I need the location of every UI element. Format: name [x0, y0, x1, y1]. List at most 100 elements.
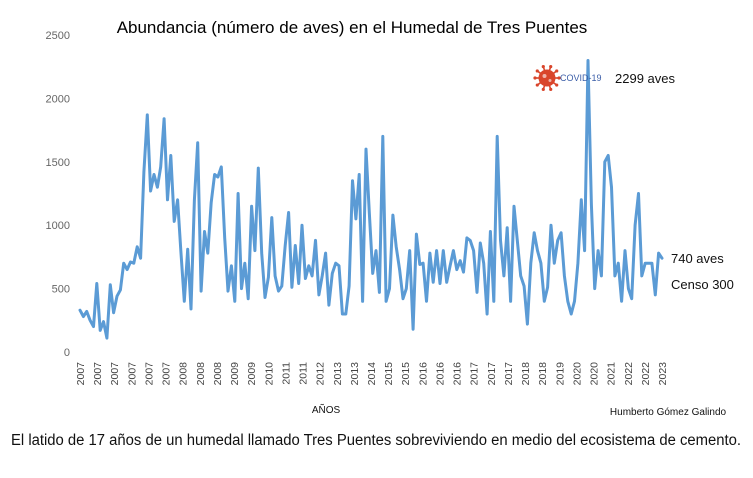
data-point — [152, 173, 156, 176]
data-point — [553, 262, 556, 265]
data-point — [543, 300, 546, 303]
data-point — [613, 274, 617, 278]
data-point — [475, 291, 479, 294]
data-point — [462, 270, 465, 274]
data-point — [472, 249, 475, 252]
data-point — [607, 154, 610, 157]
x-tick-label: 2009 — [229, 362, 241, 386]
data-point — [159, 165, 162, 169]
data-point — [260, 251, 263, 255]
data-point — [109, 283, 112, 286]
x-tick-label: 2014 — [366, 362, 378, 386]
data-point — [317, 293, 321, 297]
data-point — [395, 245, 398, 248]
series-line — [78, 59, 664, 340]
data-point — [590, 203, 593, 207]
data-point — [496, 135, 499, 138]
data-point — [428, 251, 432, 255]
data-point — [418, 263, 421, 266]
series-points — [78, 59, 664, 340]
x-tick-label: 2007 — [109, 362, 121, 386]
data-point — [378, 291, 381, 294]
data-point — [623, 249, 627, 252]
x-tick-label: 2017 — [486, 362, 498, 386]
data-point — [344, 312, 347, 316]
data-point — [644, 262, 647, 265]
data-point — [361, 300, 364, 303]
y-tick-label: 1500 — [46, 157, 70, 169]
data-point — [573, 300, 576, 303]
data-point — [324, 251, 327, 255]
data-point — [539, 262, 543, 265]
data-point — [617, 262, 620, 265]
x-tick-label: 2015 — [400, 362, 412, 386]
censo-annotation: Censo 300 — [671, 277, 734, 292]
data-point — [331, 272, 334, 275]
data-point — [162, 117, 166, 120]
x-tick-label: 2018 — [520, 362, 532, 386]
data-point — [85, 310, 88, 313]
y-tick-label: 2000 — [46, 93, 70, 105]
covid-annotation: COVID-19 — [533, 64, 602, 92]
data-point — [502, 274, 506, 278]
data-point — [310, 274, 314, 278]
data-point — [522, 284, 526, 288]
x-tick-label: 2007 — [126, 362, 138, 386]
x-tick-label: 2008 — [178, 362, 190, 386]
data-point — [257, 166, 260, 170]
data-point — [297, 282, 300, 285]
data-point — [596, 249, 600, 252]
data-point — [250, 205, 253, 208]
data-point — [287, 211, 290, 214]
x-tick-label: 2017 — [503, 362, 515, 386]
data-point — [593, 287, 596, 290]
data-point — [459, 259, 462, 262]
data-point — [492, 300, 495, 303]
data-point — [415, 232, 418, 236]
data-point — [337, 264, 341, 267]
data-point — [186, 248, 189, 251]
x-axis-label: AÑOS — [312, 403, 341, 416]
data-point — [253, 249, 257, 252]
data-point — [327, 303, 331, 307]
data-point — [546, 286, 549, 289]
data-point — [384, 300, 388, 303]
data-point — [304, 277, 307, 280]
data-point — [630, 297, 633, 300]
data-point — [173, 220, 176, 223]
data-point — [290, 286, 294, 289]
data-point — [401, 297, 405, 300]
data-point — [529, 262, 532, 265]
data-point — [149, 189, 152, 193]
data-point — [374, 249, 378, 252]
x-tick-label: 2018 — [537, 362, 549, 386]
data-point — [566, 300, 569, 303]
data-point — [169, 154, 172, 157]
data-point — [132, 262, 135, 265]
data-point — [364, 147, 368, 151]
data-point — [583, 249, 586, 252]
x-tick-label: 2011 — [298, 362, 310, 385]
data-point — [334, 262, 337, 265]
data-point — [156, 186, 159, 189]
data-point — [193, 198, 196, 201]
data-point — [247, 297, 250, 300]
data-point — [637, 192, 640, 195]
data-point — [650, 262, 654, 265]
data-point — [485, 312, 489, 316]
peak-annotation: 2299 aves — [615, 71, 675, 86]
data-point — [92, 325, 95, 328]
data-point — [351, 179, 354, 182]
data-point — [499, 239, 502, 242]
data-point — [95, 282, 99, 285]
data-point — [115, 295, 119, 298]
data-point — [280, 284, 283, 288]
data-point — [516, 239, 519, 242]
data-point — [549, 224, 553, 227]
data-point — [533, 231, 536, 234]
data-point — [576, 262, 580, 265]
data-point — [398, 268, 401, 271]
x-tick-label: 2016 — [452, 362, 464, 386]
x-tick-label: 2013 — [349, 362, 361, 386]
data-point — [341, 312, 344, 316]
